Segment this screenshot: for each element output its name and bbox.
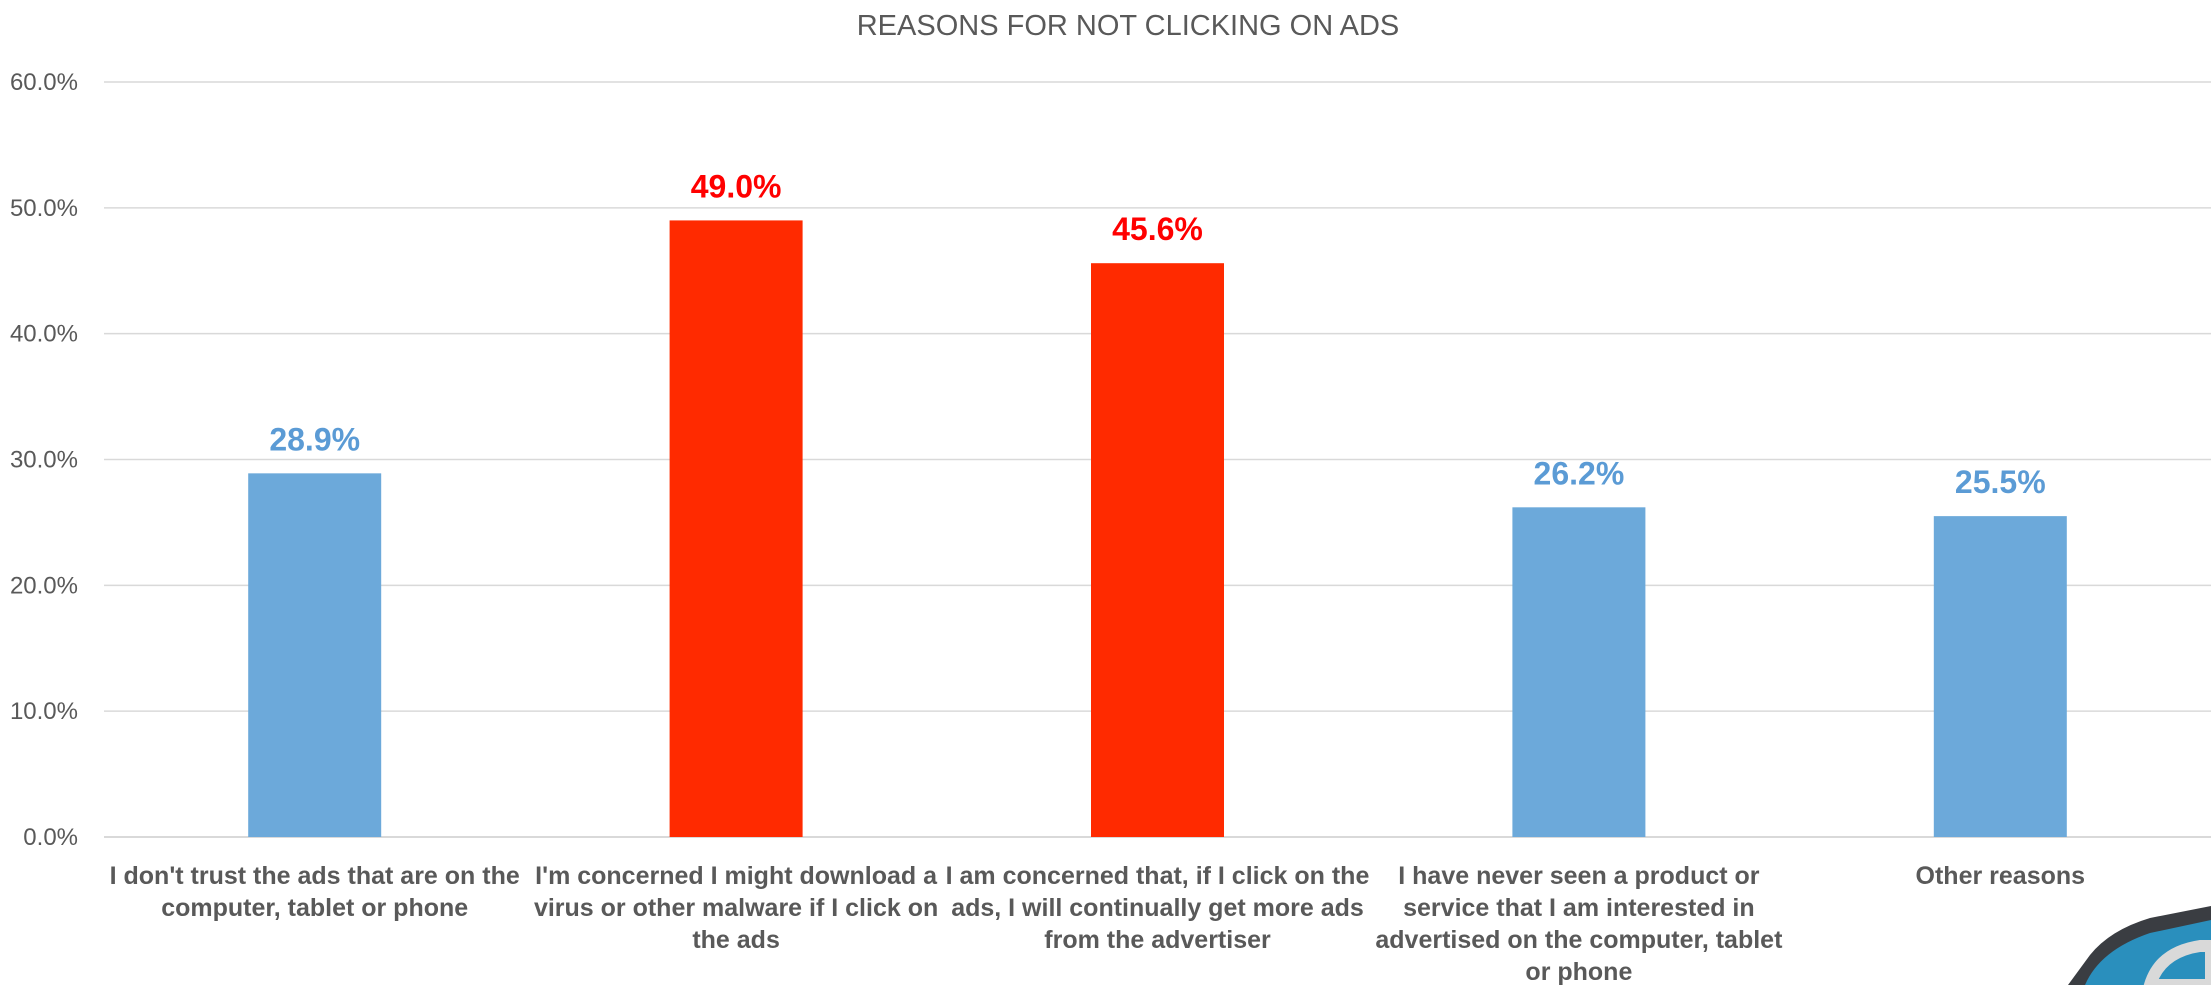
y-tick-label: 0.0%	[23, 824, 78, 851]
x-category-label: computer, tablet or phone	[161, 894, 468, 922]
x-category-label: ads, I will continually get more ads	[951, 894, 1364, 922]
chart-title: REASONS FOR NOT CLICKING ON ADS	[857, 10, 1400, 42]
y-tick-label: 30.0%	[10, 447, 78, 474]
y-tick-label: 50.0%	[10, 195, 78, 222]
bar	[248, 473, 382, 837]
bars	[248, 220, 2067, 837]
y-tick-label: 10.0%	[10, 698, 78, 725]
x-category-label: I don't trust the ads that are on the	[110, 862, 520, 890]
x-category-label: or phone	[1525, 958, 1632, 985]
x-category-label: virus or other malware if I click on	[534, 894, 938, 922]
logo-icon	[2068, 906, 2211, 985]
bar	[1933, 516, 2067, 837]
x-category-label: from the advertiser	[1044, 926, 1271, 954]
y-tick-label: 40.0%	[10, 321, 78, 348]
y-tick-label: 20.0%	[10, 572, 78, 599]
y-axis-ticks: 0.0% 10.0% 20.0% 30.0% 40.0% 50.0% 60.0%	[10, 69, 78, 851]
data-label: 49.0%	[691, 168, 782, 204]
y-tick-label: 60.0%	[10, 69, 78, 96]
x-category-label: service that I am interested in	[1403, 894, 1755, 922]
bar	[1091, 263, 1224, 837]
x-category-label: I am concerned that, if I click on the	[946, 862, 1370, 890]
bar	[1512, 507, 1646, 837]
data-labels: 28.9% 49.0% 45.6% 26.2% 25.5%	[269, 168, 2045, 500]
x-category-label: I'm concerned I might download a	[535, 862, 938, 890]
x-category-label: Other reasons	[1916, 862, 2086, 890]
data-label: 28.9%	[269, 421, 360, 457]
bar	[669, 220, 803, 837]
x-category-label: I have never seen a product or	[1398, 862, 1760, 890]
x-category-label: the ads	[692, 926, 780, 954]
x-category-label: advertised on the computer, tablet	[1375, 926, 1783, 954]
data-label: 45.6%	[1112, 211, 1203, 247]
data-label: 25.5%	[1955, 464, 2046, 500]
x-axis-categories: I don't trust the ads that are on the com…	[110, 862, 2085, 985]
data-label: 26.2%	[1534, 455, 1625, 491]
